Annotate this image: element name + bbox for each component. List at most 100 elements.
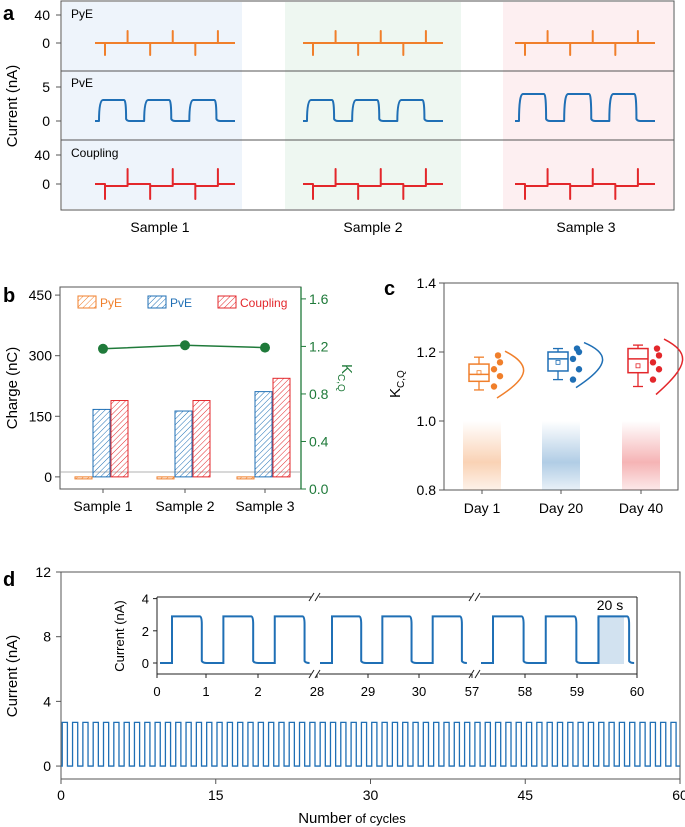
panel-d-frame [60,571,681,780]
panel-b-y2tick-label: 1.6 [309,291,329,307]
k-point-2 [180,340,190,351]
bar-pye-3 [236,476,255,480]
panel-b-ytick-label: 300 [29,348,53,364]
legend-label-pye: PyE [100,296,122,310]
y2label-sub: C,Q [335,374,346,392]
panel-b-y2tick-label: 0.4 [309,433,329,449]
column-shade-3 [622,421,660,490]
panel-d-ytick-label: 8 [43,629,51,645]
panel-d-trace [61,721,680,767]
panel-c-plot [463,338,684,490]
inset-ytick-label: 4 [142,592,149,607]
trace-coupling-sample-2 [303,168,443,200]
xlabel-main: Number [298,810,351,827]
inset-highlight-region [597,617,624,664]
panel-d-ytick-label: 12 [35,564,51,580]
ylabel-main: K [387,388,404,398]
inset-xtick-label: 30 [412,684,426,699]
panel-a-ytick: 0 [42,113,50,129]
panel-b-yticks: 0 150 300 450 [29,287,60,485]
panel-b-xlabels: Sample 1 Sample 2 Sample 3 [73,489,295,514]
inset-xtick-label: 1 [202,684,209,699]
panel-b: b 0 150 300 450 0.0 0.4 0.8 1.2 1.6 PyE PvE Coupl… [3,285,355,514]
inset-ytick-label: 0 [142,656,149,671]
data-point [490,366,498,373]
panel-a-sample-backgrounds [62,2,673,209]
row-label-coupling: Coupling [71,146,118,160]
box-2 [547,351,569,372]
trace-pye-sample-1 [95,30,235,56]
panel-b-ytick-label: 150 [29,408,53,424]
data-point [655,366,663,373]
panel-d-xtick-label: 0 [57,787,65,803]
panel-c-ylabel: KC,Q [387,370,407,398]
row-label-pye: PyE [71,7,93,21]
panel-d-xtick-label: 60 [672,787,685,803]
panel-b-y2tick-label: 1.2 [309,338,329,354]
panel-d-xtick-label: 15 [208,787,224,803]
sample-background [503,2,673,209]
bar-pve-3 [254,391,273,478]
data-point [649,359,657,366]
panel-c-ytick-label: 0.8 [417,482,437,498]
panel-a-ytick: 5 [42,79,50,95]
trace-pve-sample-2 [303,99,443,122]
panel-label-c: c [384,278,395,300]
data-point [655,352,663,359]
sample-label: Sample 2 [343,219,402,235]
panel-c-ytick-label: 1.0 [417,413,437,429]
inset-trace-segment-1 [160,615,310,664]
bar-pye-1 [74,476,93,480]
data-point [569,376,577,383]
data-point [490,383,498,390]
bar-coupling-1 [110,400,129,478]
bar-coupling-3 [272,377,291,478]
panel-b-y2tick-label: 0.8 [309,386,329,402]
inset-trace [160,615,635,664]
inset-xtick-label: 59 [570,684,584,699]
legend-swatch-coupling [217,295,237,309]
legend-swatch-pve [147,295,167,309]
bar-pve-1 [92,408,111,478]
y2label-main: K [338,364,355,374]
sample-background [62,2,242,209]
sample-label: Sample 3 [556,219,615,235]
panel-d-ytick-label: 4 [43,693,51,709]
panel-c-xtick-label: Day 1 [464,500,501,516]
panel-b-legend: PyE PvE Coupling [77,295,287,310]
cycle-trace [61,721,680,767]
box-3 [627,347,649,374]
inset-annotation: 20 s [597,597,623,613]
panel-d-inset: 20 s 0 2 4 0 1 2 28 29 30 57 58 59 60 Current (nA) [112,592,644,699]
panel-d-ytick-label: 0 [43,758,51,774]
inset-ticks: 0 2 4 0 1 2 28 29 30 57 58 59 60 [142,592,644,699]
panel-a-ytick: 40 [34,147,50,163]
inset-xtick-label: 2 [254,684,261,699]
data-point [496,359,504,366]
panel-b-y2ticks: 0.0 0.4 0.8 1.2 1.6 [301,291,329,497]
k-point-3 [260,342,270,353]
legend-label-coupling: Coupling [240,296,287,310]
panel-b-ytick-label: 450 [29,287,53,303]
trace-pve-sample-3 [515,93,655,122]
panel-b-xtick-label: Sample 3 [235,498,294,514]
density-curve-3 [655,338,684,396]
panel-c-ytick-label: 1.2 [417,344,437,360]
panel-b-xtick-label: Sample 1 [73,498,132,514]
panel-d-xtick-label: 30 [363,787,379,803]
density-curve-1 [496,350,525,399]
bar-pve-2 [174,410,193,478]
axis-break-mark [308,592,481,679]
mean-marker-3 [635,363,641,369]
sample-label: Sample 1 [130,219,189,235]
trace-coupling-sample-3 [515,168,655,200]
inset-trace-segment-3 [481,615,635,664]
data-point [575,348,583,356]
legend-label-pve: PvE [170,296,192,310]
panel-c-yticks: 0.8 1.0 1.2 1.4 [417,275,444,498]
inset-xtick-label: 58 [518,684,532,699]
panel-a-ytick: 40 [34,7,50,23]
panel-b-y2label: KC,Q [335,364,355,392]
panel-a-ytick: 0 [42,35,50,51]
trace-pye-sample-3 [515,30,655,56]
